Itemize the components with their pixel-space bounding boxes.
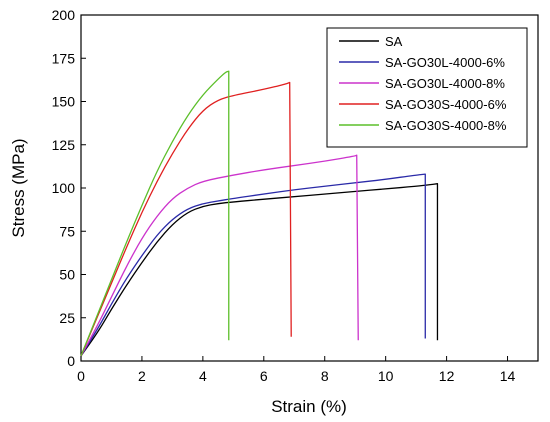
legend: SA SA-GO30L-4000-6% SA-GO30L-4000-8% SA-GO3…	[326, 27, 528, 148]
legend-box	[326, 27, 528, 148]
series-line-5	[80, 70, 230, 357]
y-tick-label: 75	[59, 223, 75, 239]
x-tick-label: 0	[77, 368, 85, 384]
legend-label: SA-GO30L-4000-8%	[385, 76, 505, 91]
y-tick-label: 25	[59, 310, 75, 326]
x-tick-label: 12	[439, 368, 455, 384]
y-tick-label: 100	[52, 180, 76, 196]
y-tick-label: 125	[52, 137, 76, 153]
legend-label: SA	[385, 34, 403, 49]
x-tick-label: 8	[321, 368, 329, 384]
x-axis-title: Strain (%)	[271, 397, 347, 416]
y-axis-title: Stress (MPa)	[9, 138, 28, 237]
y-tick-label: 0	[67, 353, 75, 369]
axis-ticks: 0 2 4 6 8 10 12 14 0 25 50 75 100 125 150 175 200	[52, 7, 516, 384]
series-line-2	[80, 173, 426, 357]
x-tick-label: 14	[500, 368, 516, 384]
series-line-3	[80, 154, 359, 357]
series-line-4	[80, 81, 292, 357]
y-tick-label: 50	[59, 267, 75, 283]
x-tick-label: 4	[199, 368, 207, 384]
legend-label: SA-GO30S-4000-8%	[385, 118, 507, 133]
series-layer	[80, 70, 439, 357]
y-tick-label: 200	[52, 7, 76, 23]
legend-label: SA-GO30L-4000-6%	[385, 55, 505, 70]
y-tick-label: 175	[52, 50, 76, 66]
x-tick-label: 10	[378, 368, 394, 384]
x-tick-label: 6	[260, 368, 268, 384]
legend-label: SA-GO30S-4000-6%	[385, 97, 507, 112]
y-tick-label: 150	[52, 94, 76, 110]
x-tick-label: 2	[138, 368, 146, 384]
series-line-1	[80, 183, 439, 357]
